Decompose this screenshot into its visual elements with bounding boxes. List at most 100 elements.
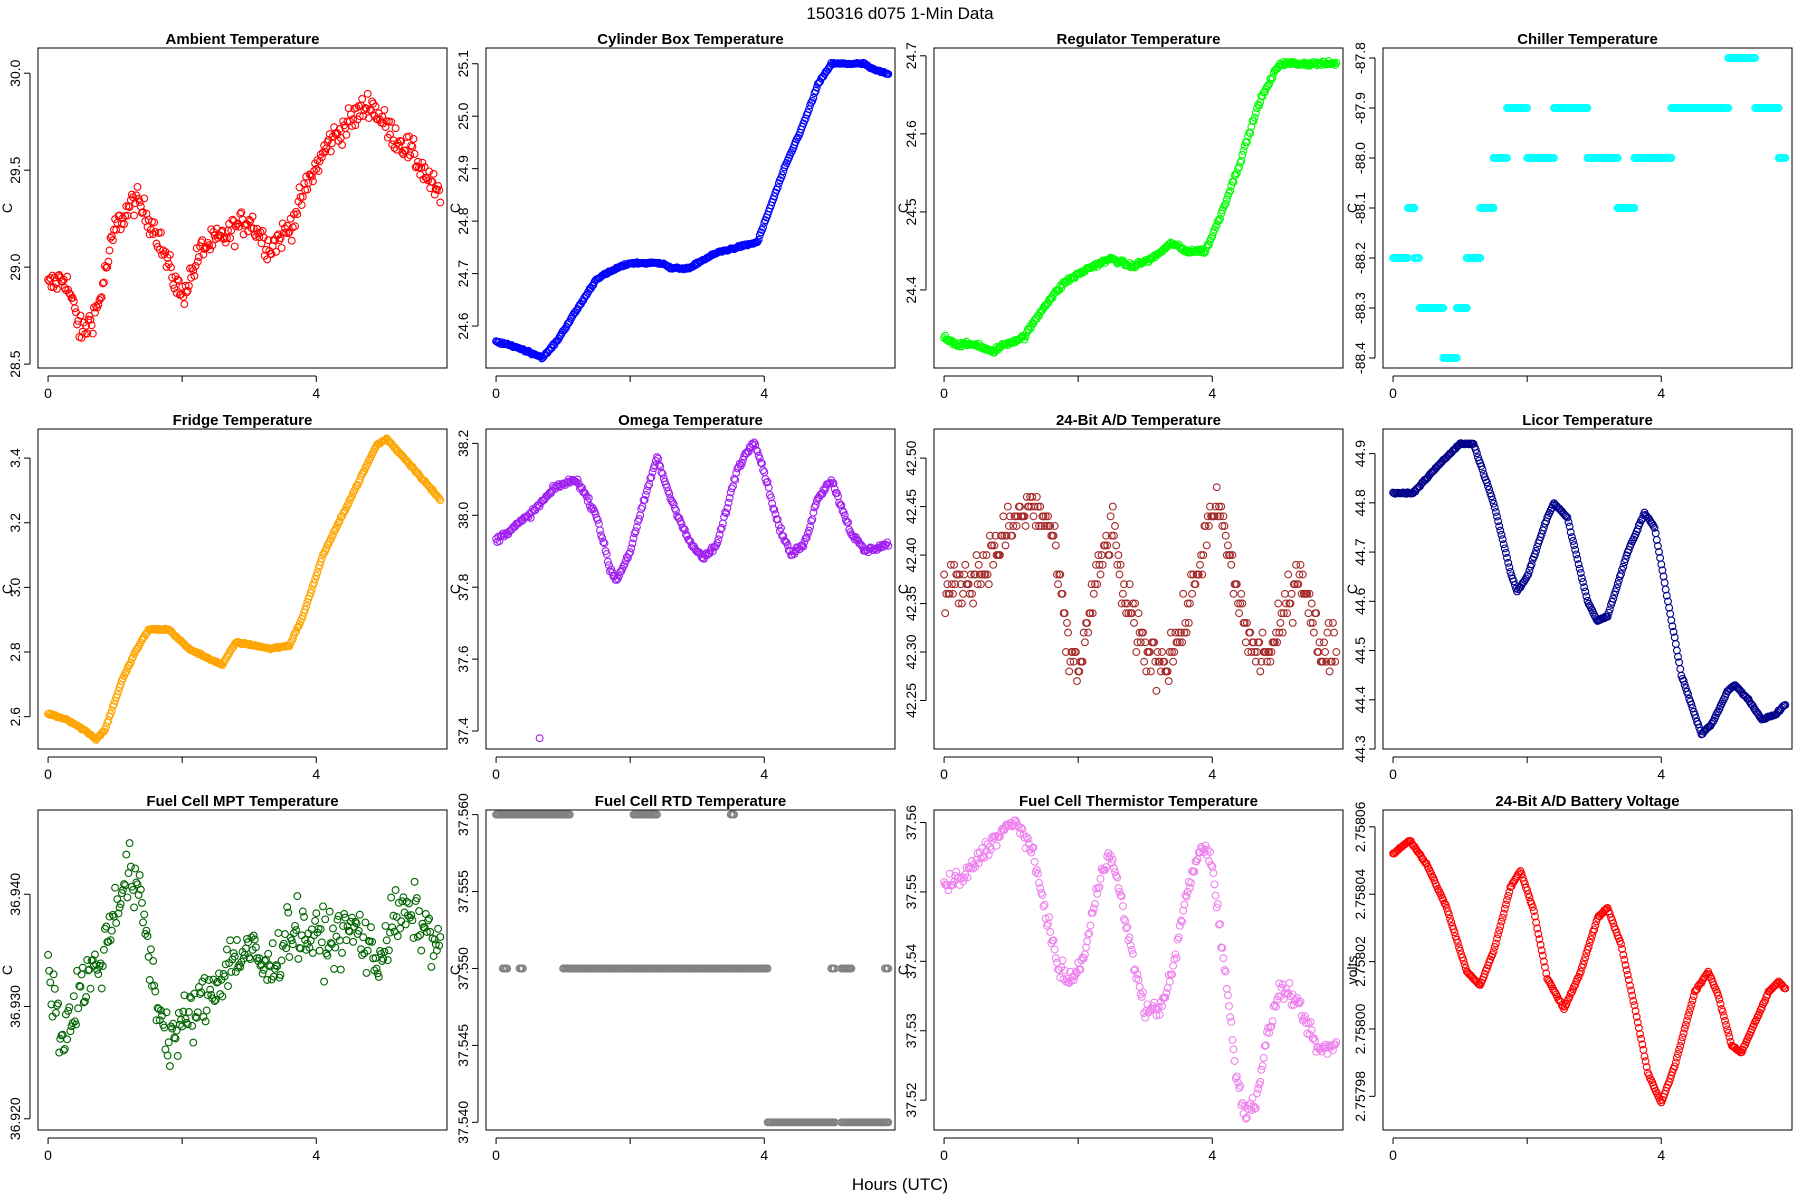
data-point xyxy=(188,1021,197,1030)
data-point xyxy=(120,220,128,229)
data-point xyxy=(1169,657,1178,666)
data-point xyxy=(1575,564,1584,573)
data-point xyxy=(1554,995,1563,1004)
data-point xyxy=(992,841,1001,850)
data-point xyxy=(737,459,746,468)
data-point xyxy=(1032,492,1041,501)
data-point xyxy=(1293,60,1302,69)
data-point xyxy=(974,859,983,868)
data-point xyxy=(1001,541,1010,550)
data-point xyxy=(1312,609,1321,618)
data-point xyxy=(1261,648,1270,656)
data-point xyxy=(648,468,657,477)
data-point xyxy=(1189,570,1198,579)
data-point xyxy=(678,523,687,532)
data-point xyxy=(1021,332,1030,341)
x-tick-label: 4 xyxy=(312,385,320,401)
panel-title: Ambient Temperature xyxy=(166,31,320,48)
data-point xyxy=(1222,984,1231,993)
data-point xyxy=(1165,648,1174,656)
data-point xyxy=(102,922,111,931)
data-point xyxy=(168,273,177,282)
data-point xyxy=(1141,638,1150,647)
data-point xyxy=(87,321,96,330)
data-point xyxy=(1035,878,1043,887)
data-point xyxy=(120,880,128,889)
data-point xyxy=(1631,1007,1640,1016)
panel-title: Licor Temperature xyxy=(1522,412,1653,429)
y-tick-label: 37.545 xyxy=(455,1024,471,1067)
data-point xyxy=(104,937,113,946)
data-point xyxy=(340,507,349,516)
y-tick-label: -88.0 xyxy=(1352,142,1368,174)
plot-frame xyxy=(37,428,448,750)
data-point xyxy=(1117,892,1126,901)
data-point xyxy=(1021,522,1030,530)
data-point xyxy=(1294,580,1303,589)
data-point xyxy=(763,477,772,486)
data-point xyxy=(146,945,155,954)
y-tick-label: 38.2 xyxy=(455,430,471,457)
data-point xyxy=(170,1033,179,1042)
data-point xyxy=(1158,1002,1166,1011)
data-point xyxy=(432,946,441,955)
data-point xyxy=(943,880,952,889)
data-point xyxy=(384,946,393,955)
data-point xyxy=(982,551,991,560)
data-point xyxy=(1179,906,1188,915)
data-point xyxy=(312,909,321,918)
data-point xyxy=(343,501,352,510)
data-point xyxy=(1182,628,1191,637)
data-point xyxy=(1154,1003,1163,1011)
data-point xyxy=(174,1008,183,1017)
data-point xyxy=(1223,541,1232,550)
data-point xyxy=(1684,690,1693,699)
data-point xyxy=(982,346,991,354)
data-point xyxy=(1655,547,1663,556)
data-point xyxy=(979,551,988,560)
data-point xyxy=(1096,570,1105,579)
data-point xyxy=(224,982,232,991)
data-point xyxy=(1550,154,1558,162)
data-point xyxy=(355,112,364,121)
data-point xyxy=(320,977,329,986)
data-point xyxy=(1532,546,1541,555)
data-point xyxy=(230,952,239,961)
data-point xyxy=(1605,605,1614,614)
data-point xyxy=(410,149,419,158)
data-point xyxy=(361,918,370,927)
data-point xyxy=(1171,628,1180,637)
x-tick-label: 4 xyxy=(1208,385,1216,401)
chart-panel: Fridge Temperature C 0 4 2.6 2.8 3.0 3.2 3.4 xyxy=(0,412,448,782)
data-point xyxy=(409,934,418,942)
data-point xyxy=(1296,560,1305,569)
data-point xyxy=(725,493,734,502)
data-point xyxy=(285,953,294,961)
data-point xyxy=(1295,999,1304,1008)
data-point xyxy=(222,234,231,243)
chart-panel: 24-Bit A/D Temperature C 0 4 42.25 42.30 42.35… xyxy=(895,412,1344,782)
data-point xyxy=(656,462,665,471)
data-point xyxy=(620,560,629,569)
data-point xyxy=(1532,918,1541,927)
data-point xyxy=(1496,922,1505,931)
data-point xyxy=(1328,618,1337,627)
data-point xyxy=(1573,974,1582,983)
data-point xyxy=(770,505,779,514)
data-point xyxy=(76,982,85,991)
data-point xyxy=(1108,502,1117,511)
data-point xyxy=(1311,1036,1320,1045)
data-point xyxy=(1725,1032,1734,1041)
data-point xyxy=(883,538,892,547)
data-point xyxy=(1249,117,1258,126)
data-point xyxy=(1461,964,1470,972)
data-point xyxy=(1680,680,1689,689)
data-point xyxy=(1204,241,1213,250)
data-point xyxy=(1185,599,1194,608)
data-point xyxy=(191,262,200,270)
data-point xyxy=(1676,665,1685,673)
data-point xyxy=(981,837,990,846)
data-point xyxy=(1046,522,1055,530)
data-point xyxy=(658,469,667,478)
x-tick-label: 4 xyxy=(1657,385,1665,401)
